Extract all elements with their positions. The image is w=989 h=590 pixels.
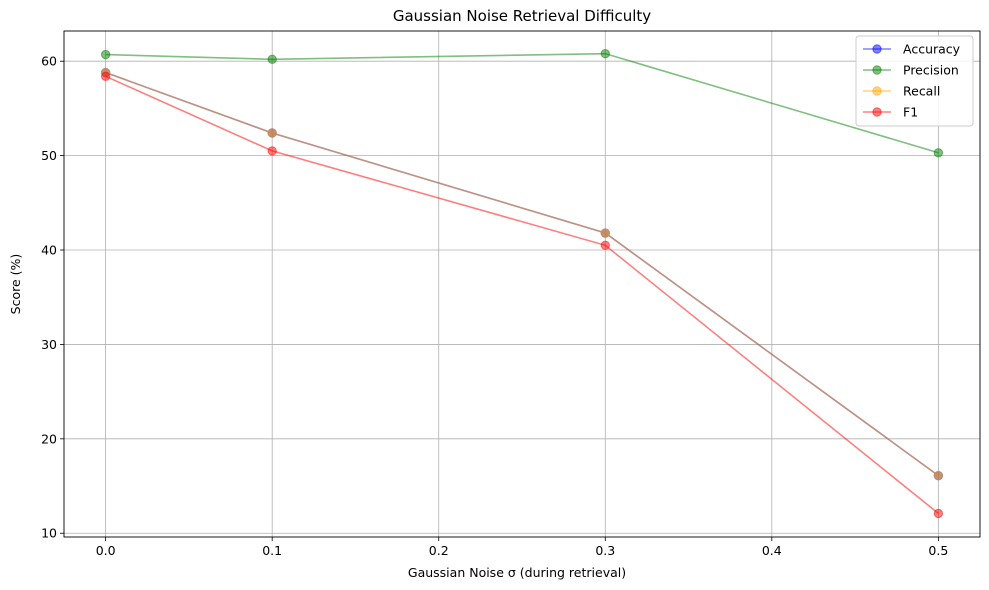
legend-marker-precision bbox=[872, 65, 882, 75]
data-point-precision bbox=[600, 48, 610, 59]
x-tick-label: 0.1 bbox=[262, 543, 282, 558]
axis-ticks: 0.0 0.1 0.2 0.3 0.4 0.5 10 20 30 40 50 60 bbox=[41, 54, 948, 558]
y-axis-title: Score (%) bbox=[8, 254, 23, 315]
y-tick-label: 20 bbox=[41, 431, 57, 446]
series bbox=[100, 48, 944, 519]
data-point-f1 bbox=[600, 240, 610, 250]
x-tick-label: 0.3 bbox=[595, 543, 615, 558]
series-line-f1 bbox=[105, 75, 939, 515]
legend-marker-recall bbox=[872, 86, 882, 96]
y-tick-label: 60 bbox=[41, 54, 57, 69]
data-point-f1 bbox=[100, 71, 111, 82]
plot-frame bbox=[63, 30, 981, 538]
legend-label-f1: F1 bbox=[903, 105, 918, 120]
series-line-precision bbox=[105, 52, 939, 154]
series-line-recall bbox=[105, 71, 939, 477]
legend-label-accuracy: Accuracy bbox=[903, 42, 961, 57]
data-point-f1 bbox=[267, 146, 277, 156]
data-point-recall bbox=[933, 470, 944, 481]
series-precision bbox=[100, 48, 944, 158]
data-point-precision bbox=[267, 54, 277, 65]
x-tick-label: 0.2 bbox=[429, 543, 449, 558]
legend-marker-f1 bbox=[872, 107, 882, 117]
grid bbox=[64, 31, 980, 537]
y-tick-label: 40 bbox=[41, 243, 57, 258]
legend-label-recall: Recall bbox=[903, 84, 940, 99]
data-point-recall bbox=[600, 228, 610, 238]
series-f1 bbox=[100, 71, 944, 519]
legend-marker-accuracy bbox=[872, 44, 882, 54]
chart-title: Gaussian Noise Retrieval Difficulty bbox=[393, 7, 651, 25]
y-tick-label: 10 bbox=[41, 526, 57, 541]
legend-item-f1: F1 bbox=[863, 105, 918, 120]
legend-box bbox=[855, 35, 974, 127]
data-point-precision bbox=[933, 148, 944, 158]
x-tick-label: 0.4 bbox=[762, 543, 782, 558]
x-axis-title: Gaussian Noise σ (during retrieval) bbox=[408, 565, 626, 580]
data-point-f1 bbox=[933, 508, 944, 519]
data-point-precision bbox=[100, 49, 111, 60]
y-tick-label: 30 bbox=[41, 337, 57, 352]
x-tick-label: 0.0 bbox=[96, 543, 116, 558]
x-tick-label: 0.5 bbox=[928, 543, 948, 558]
data-point-recall bbox=[267, 128, 277, 138]
legend-item-recall: Recall bbox=[863, 84, 940, 99]
legend-label-precision: Precision bbox=[903, 63, 959, 78]
legend-item-precision: Precision bbox=[863, 63, 959, 78]
legend-item-accuracy: Accuracy bbox=[863, 42, 961, 57]
legend: Accuracy Precision Recall F1 bbox=[855, 35, 974, 127]
y-tick-label: 50 bbox=[41, 148, 57, 163]
